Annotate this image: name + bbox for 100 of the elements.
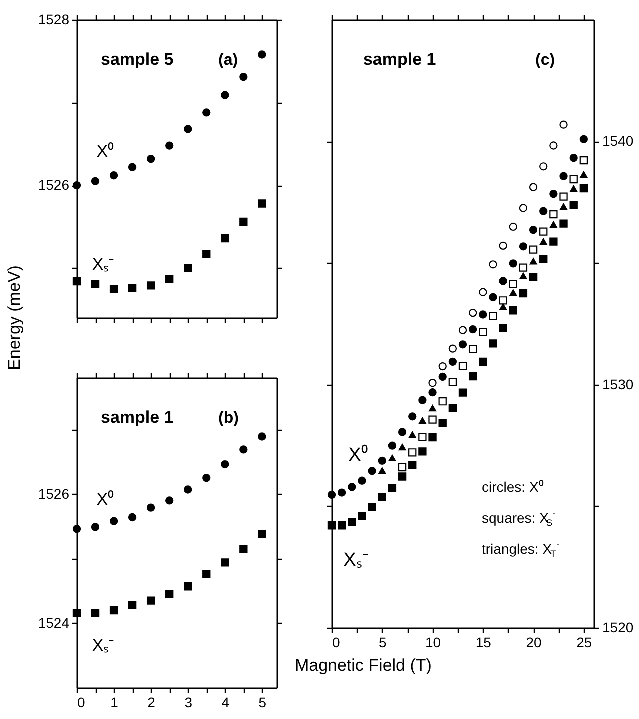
point [529, 272, 538, 282]
point [448, 404, 458, 412]
point [184, 486, 192, 494]
point [166, 496, 174, 505]
point [146, 596, 156, 605]
point [240, 218, 248, 226]
point [519, 242, 528, 251]
point [221, 558, 230, 567]
point [560, 120, 568, 129]
point [468, 345, 478, 354]
point [499, 277, 508, 286]
point [429, 405, 436, 412]
point [72, 277, 82, 286]
point [398, 472, 407, 481]
point [240, 73, 248, 82]
point [368, 503, 376, 512]
point [398, 428, 407, 436]
point [358, 476, 366, 485]
point [500, 304, 508, 310]
point [438, 397, 447, 406]
point [448, 378, 458, 386]
annotation: (b) [218, 410, 239, 427]
point [328, 490, 336, 500]
point [110, 606, 118, 615]
point [499, 324, 508, 332]
point [509, 222, 518, 232]
point [398, 463, 407, 472]
y-tick-label: 1540 [602, 133, 634, 150]
point [540, 238, 548, 246]
point [580, 184, 588, 193]
point [328, 522, 336, 530]
point [428, 416, 437, 424]
point [489, 312, 498, 320]
point [110, 172, 118, 180]
point [91, 523, 100, 532]
point [258, 432, 266, 441]
point [570, 200, 578, 210]
point [388, 454, 396, 462]
x-tick-label: 5 [378, 634, 387, 650]
point [184, 264, 192, 272]
x-tick-label: 5 [258, 694, 267, 710]
point [128, 284, 137, 292]
x-tick-label: 0 [332, 634, 340, 650]
point [510, 290, 518, 296]
point [388, 484, 397, 492]
point [519, 204, 528, 212]
point [398, 444, 406, 451]
point [408, 448, 417, 457]
point [580, 135, 588, 144]
point [438, 362, 447, 371]
annotation: circles: X⁰ [482, 479, 544, 495]
y-tick-label: 1530 [602, 376, 634, 392]
y-tick-label: 1528 [38, 12, 70, 28]
text: sample 1 [363, 50, 436, 69]
point [110, 284, 118, 294]
point [418, 448, 427, 456]
point [458, 326, 468, 334]
point [479, 310, 488, 319]
point [146, 154, 156, 164]
point [499, 296, 508, 305]
x-tick-label: 15 [476, 634, 492, 650]
point [560, 220, 568, 228]
x-tick-label: 1 [110, 694, 119, 710]
annotation: X⁰ [348, 444, 368, 466]
text: sample 5 [101, 50, 174, 69]
point [408, 461, 417, 470]
point [221, 234, 230, 243]
point [388, 442, 397, 450]
x-tick-label: 20 [526, 634, 542, 650]
point [540, 255, 548, 264]
point [408, 412, 417, 421]
point [509, 260, 518, 268]
point [128, 513, 137, 522]
point [448, 358, 458, 366]
point [519, 290, 528, 298]
point [202, 250, 211, 258]
point [338, 522, 346, 530]
point [458, 362, 468, 370]
point [580, 156, 588, 165]
annotation: X⁰ [96, 142, 114, 161]
point [418, 418, 426, 424]
point [468, 308, 478, 318]
point [72, 525, 82, 534]
point [258, 530, 266, 538]
point [258, 50, 266, 59]
point [166, 142, 174, 150]
point [91, 280, 100, 288]
point [146, 282, 156, 290]
y-tick-label: 1526 [38, 177, 70, 194]
point [428, 433, 437, 442]
point [202, 474, 211, 482]
point [570, 185, 578, 192]
x-tick-label: 2 [148, 694, 156, 710]
point [110, 517, 118, 526]
annotation: Xₛ⁻ [344, 550, 368, 571]
point [166, 275, 174, 284]
point [378, 456, 386, 465]
point [529, 183, 538, 192]
point [448, 344, 458, 353]
point [368, 467, 376, 476]
